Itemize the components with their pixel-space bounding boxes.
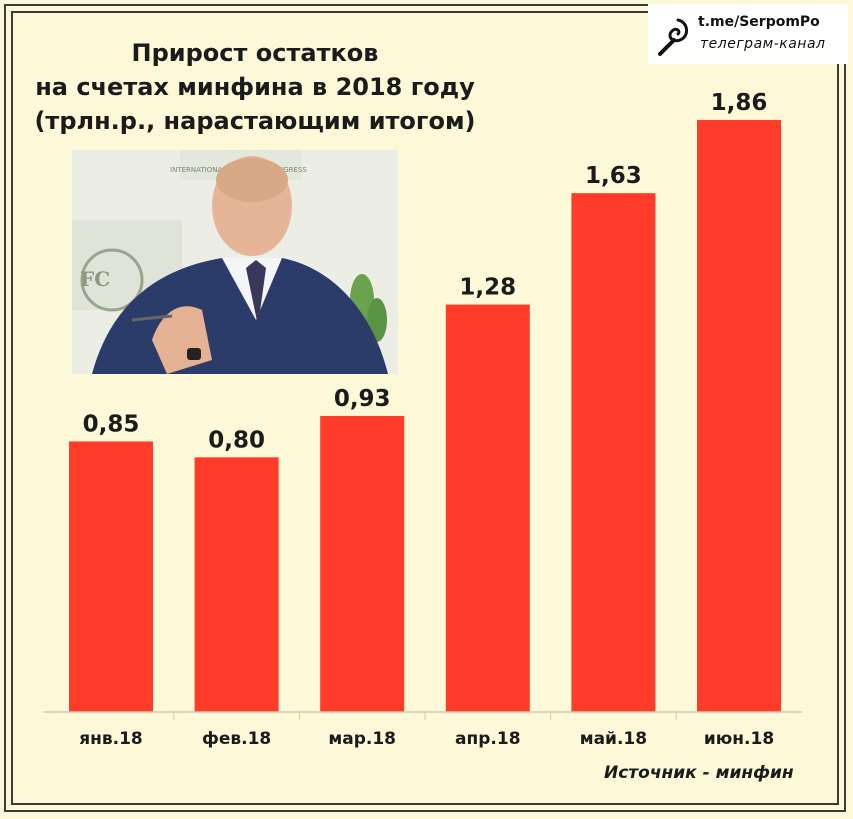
source-note: Источник - минфин — [604, 763, 794, 783]
spiral-logo-icon — [658, 18, 688, 56]
x-tick-label-фев.18: фев.18 — [202, 729, 271, 749]
bar-фев.18 — [194, 457, 279, 712]
portrait-photo: FC INTERNATIONAL FINANCIAL CONGRESS — [72, 150, 398, 374]
x-tick-label-июн.18: июн.18 — [704, 729, 774, 749]
x-tick-label-мар.18: мар.18 — [328, 729, 396, 749]
data-label-фев.18: 0,80 — [208, 427, 265, 453]
bar-май.18 — [571, 193, 656, 712]
channel-url: t.me/SerpomPo — [698, 14, 820, 30]
x-tick-label-янв.18: янв.18 — [79, 729, 143, 749]
portrait-illustration: FC INTERNATIONAL FINANCIAL CONGRESS — [72, 150, 398, 374]
title-line-1: Прирост остатков — [131, 39, 379, 67]
title-line-2: на счетах минфина в 2018 году — [35, 73, 475, 101]
x-tick-label-май.18: май.18 — [580, 729, 647, 749]
bar-апр.18 — [445, 304, 530, 712]
data-label-мар.18: 0,93 — [334, 386, 391, 412]
chart-title: Прирост остатков на счетах минфина в 201… — [20, 36, 490, 138]
data-label-апр.18: 1,28 — [459, 275, 516, 301]
x-tick-label-апр.18: апр.18 — [455, 729, 521, 749]
title-line-3: (трлн.р., нарастающим итогом) — [34, 107, 476, 135]
bar-мар.18 — [320, 415, 405, 712]
channel-watermark: t.me/SerpomPo телеграм-канал — [648, 4, 848, 64]
bar-июн.18 — [697, 119, 781, 713]
data-label-июн.18: 1,86 — [711, 90, 768, 116]
data-label-янв.18: 0,85 — [83, 411, 140, 437]
bar-янв.18 — [69, 441, 153, 712]
channel-subtitle: телеграм-канал — [700, 36, 826, 52]
photo-background-text-fc: FC — [80, 267, 110, 291]
data-label-май.18: 1,63 — [585, 163, 642, 189]
